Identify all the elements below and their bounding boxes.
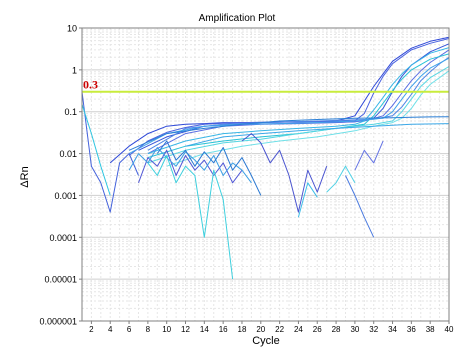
- series-layer: [81, 36, 450, 280]
- series-line: [326, 165, 356, 193]
- x-tick-label: 12: [181, 325, 190, 334]
- y-tick-label: 0.000001: [39, 317, 77, 327]
- grid: [81, 28, 450, 322]
- threshold-label: 0.3: [83, 78, 98, 92]
- series-line: [156, 140, 262, 196]
- chart-title: Amplification Plot: [199, 13, 276, 24]
- x-tick-label: 10: [162, 325, 171, 334]
- x-tick-label: 32: [369, 325, 378, 334]
- series-line: [128, 147, 252, 184]
- series-line: [81, 104, 111, 196]
- threshold-layer: 0.3: [82, 78, 449, 93]
- x-tick-label: 6: [127, 325, 132, 334]
- x-tick-label: 26: [313, 325, 322, 334]
- y-tick-label: 0.001: [54, 191, 77, 201]
- series-line: [185, 123, 450, 147]
- series-line: [128, 57, 450, 155]
- y-tick-label: 0.01: [59, 149, 77, 159]
- x-tick-label: 34: [388, 325, 397, 334]
- x-tick-label: 30: [350, 325, 359, 334]
- series-line: [81, 91, 139, 213]
- plot-frame: [81, 27, 450, 322]
- x-ticks: 2 4 6 8 10 12 14 16 18 20 22 24 26 28 30 32 34 36 38 40: [89, 321, 454, 334]
- x-tick-label: 40: [445, 325, 454, 334]
- series-line: [345, 175, 375, 238]
- x-tick-label: 2: [89, 325, 94, 334]
- series-line: [138, 149, 243, 184]
- y-axis-label: ΔRn: [19, 166, 31, 187]
- x-tick-label: 18: [238, 325, 247, 334]
- x-tick-label: 4: [108, 325, 113, 334]
- series-line: [147, 47, 450, 155]
- x-tick-label: 36: [407, 325, 416, 334]
- series-line: [241, 133, 328, 213]
- y-tick-label: 0.1: [64, 107, 77, 117]
- series-line: [354, 140, 384, 171]
- y-tick-label: 0.00001: [44, 275, 77, 285]
- x-tick-label: 8: [146, 325, 151, 334]
- series-line: [147, 66, 450, 164]
- y-ticks: 0.000001 0.00001 0.0001 0.001 0.01 0.1 1 10: [39, 24, 82, 327]
- y-tick-label: 0.0001: [49, 233, 77, 243]
- x-tick-label: 14: [200, 325, 209, 334]
- series-line: [147, 155, 234, 280]
- series-line: [297, 182, 318, 218]
- x-tick-label: 20: [256, 325, 265, 334]
- x-tick-label: 16: [219, 325, 228, 334]
- x-axis-label: Cycle: [252, 335, 280, 347]
- x-tick-label: 22: [275, 325, 284, 334]
- y-tick-label: 1: [72, 65, 77, 75]
- x-tick-label: 38: [426, 325, 435, 334]
- x-tick-label: 28: [332, 325, 341, 334]
- series-line: [128, 116, 450, 151]
- x-tick-label: 24: [294, 325, 303, 334]
- y-tick-label: 10: [67, 24, 77, 34]
